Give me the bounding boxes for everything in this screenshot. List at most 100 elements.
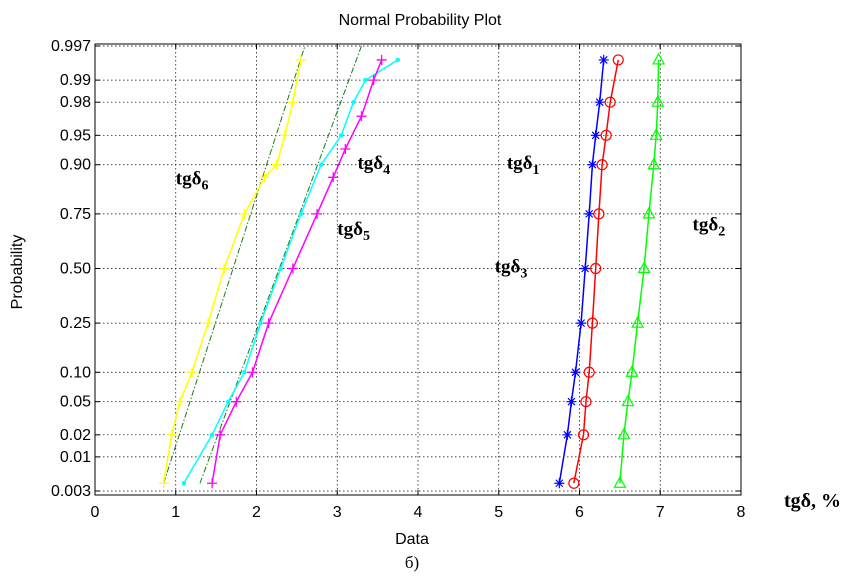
annotation-subscript: 5 bbox=[363, 229, 370, 244]
data-point bbox=[287, 263, 298, 274]
data-point bbox=[596, 159, 608, 171]
data-point bbox=[279, 130, 290, 141]
annotation-subscript: 3 bbox=[520, 267, 527, 282]
data-point bbox=[328, 172, 339, 183]
chart-title: Normal Probability Plot bbox=[339, 12, 502, 29]
data-point bbox=[174, 396, 185, 407]
data-point bbox=[356, 111, 367, 122]
y-tick-label: 0.90 bbox=[60, 157, 91, 174]
y-tick-label: 0.75 bbox=[60, 206, 91, 223]
x-tick-label: 1 bbox=[171, 504, 180, 521]
data-point bbox=[617, 427, 631, 440]
data-point bbox=[577, 429, 590, 441]
data-point bbox=[219, 263, 230, 274]
data-point bbox=[566, 396, 577, 407]
y-tick-label: 0.997 bbox=[51, 38, 91, 55]
data-point bbox=[340, 143, 351, 154]
y-tick-label: 0.02 bbox=[60, 427, 91, 444]
data-point bbox=[203, 318, 214, 329]
data-point bbox=[652, 52, 666, 65]
series-line bbox=[619, 59, 660, 484]
y-tick-label: 0.05 bbox=[60, 394, 91, 411]
data-point bbox=[554, 478, 565, 489]
y-tick-label: 0.003 bbox=[51, 483, 91, 500]
series-group bbox=[181, 45, 401, 486]
data-point bbox=[242, 370, 247, 375]
tick-layer: 0 1 2 3 4 5 6 7 8 0.003 0.01 0.02 0.05 0.10 0.25 0.50 0.… bbox=[51, 38, 746, 521]
data-point bbox=[207, 478, 218, 489]
data-point bbox=[590, 262, 602, 275]
data-point bbox=[583, 366, 595, 378]
x-tick-label: 4 bbox=[414, 504, 423, 521]
data-point bbox=[621, 394, 635, 407]
data-point bbox=[231, 396, 242, 407]
data-point bbox=[287, 97, 298, 108]
y-tick-label: 0.50 bbox=[60, 261, 91, 278]
series-group bbox=[158, 45, 306, 489]
annotation-base: tgδ bbox=[357, 153, 383, 174]
data-point bbox=[158, 478, 169, 489]
annotation-subscript: 1 bbox=[533, 163, 540, 178]
data-point bbox=[247, 367, 258, 378]
series-line bbox=[211, 59, 383, 484]
data-point bbox=[312, 208, 323, 219]
data-point bbox=[642, 206, 656, 219]
x-tick-label: 3 bbox=[333, 504, 342, 521]
data-point bbox=[625, 365, 639, 377]
series-annotation: tgδ3 bbox=[495, 257, 528, 282]
data-point bbox=[368, 75, 379, 86]
annotation-subscript: 4 bbox=[383, 163, 390, 178]
data-point bbox=[259, 172, 270, 183]
series-annotation: tgδ2 bbox=[693, 215, 726, 240]
y-tick-label: 0.01 bbox=[60, 449, 91, 466]
x-tick-label: 7 bbox=[656, 504, 665, 521]
data-point bbox=[181, 481, 187, 486]
series-line bbox=[573, 59, 620, 484]
data-point bbox=[570, 367, 581, 378]
data-point bbox=[580, 396, 592, 408]
annotation-base: tgδ bbox=[693, 215, 719, 236]
data-point bbox=[584, 208, 595, 219]
series-group bbox=[207, 54, 387, 489]
series-annotation: tgδ5 bbox=[337, 219, 370, 244]
data-point bbox=[166, 429, 177, 440]
data-point bbox=[604, 96, 616, 108]
data-point bbox=[647, 157, 661, 170]
data-point bbox=[594, 97, 605, 108]
data-point bbox=[395, 57, 401, 63]
y-tick-label: 0.99 bbox=[60, 72, 91, 89]
series-annotation: tgδ6 bbox=[176, 169, 209, 194]
figure-caption: б) bbox=[405, 553, 419, 572]
y-tick-label: 0.98 bbox=[60, 94, 91, 111]
y-tick-label: 0.95 bbox=[60, 127, 91, 144]
series-layer bbox=[158, 45, 666, 489]
data-point bbox=[613, 476, 627, 488]
data-point bbox=[318, 162, 324, 167]
y-tick-label: 0.10 bbox=[60, 364, 91, 381]
data-point bbox=[226, 399, 231, 404]
data-point bbox=[568, 477, 580, 489]
data-point bbox=[363, 77, 368, 83]
data-point bbox=[278, 266, 283, 271]
data-point bbox=[339, 133, 344, 138]
data-point bbox=[576, 318, 587, 329]
data-point bbox=[631, 315, 645, 328]
data-point bbox=[598, 54, 609, 65]
data-point bbox=[590, 130, 601, 141]
data-point bbox=[586, 317, 599, 329]
data-point bbox=[587, 159, 598, 170]
data-point bbox=[612, 54, 624, 66]
x-tick-label: 6 bbox=[575, 504, 584, 521]
data-point bbox=[600, 129, 612, 141]
y-axis-label: Probability bbox=[9, 235, 26, 310]
series-group bbox=[613, 52, 666, 488]
x-tick-label: 5 bbox=[494, 504, 503, 521]
series-annotation: tgδ1 bbox=[507, 153, 540, 178]
data-point bbox=[593, 208, 605, 220]
data-point bbox=[271, 159, 282, 170]
data-point bbox=[376, 54, 387, 65]
data-point bbox=[186, 367, 197, 378]
annotation-subscript: 2 bbox=[718, 225, 725, 240]
annotation-base: tgδ bbox=[507, 153, 533, 174]
data-point bbox=[298, 211, 304, 217]
